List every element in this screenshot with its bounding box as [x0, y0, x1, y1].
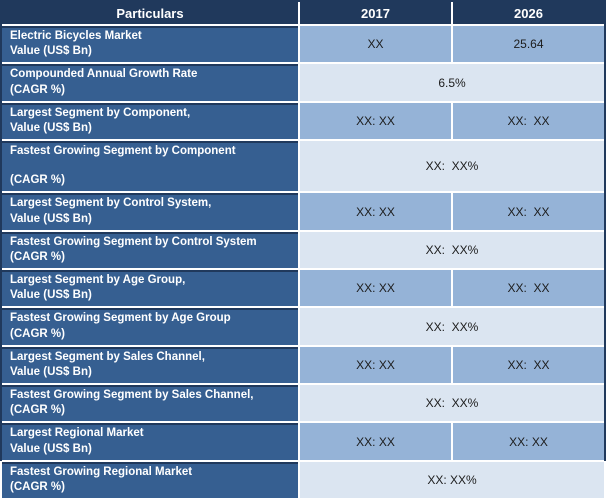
row-label-line2: (CAGR %) [10, 250, 65, 263]
value-span-cell: XX: XX% [298, 383, 604, 422]
value-2026-cell: XX: XX [451, 100, 604, 140]
row-label-cell: Electric Bicycles Market Value (US$ Bn) [2, 24, 298, 63]
row-label-line2: (CAGR %) [10, 83, 65, 96]
row-label-line1: Largest Segment by Control System, [10, 197, 212, 210]
row-label-cell: Compounded Annual Growth Rate (CAGR %) [2, 62, 298, 101]
row-label-line2: (CAGR %) [10, 174, 65, 187]
row-label-line1: Largest Segment by Age Group, [10, 274, 186, 287]
table-row-cagr: Compounded Annual Growth Rate (CAGR %) 6… [2, 62, 604, 101]
table-row-largest-age-group: Largest Segment by Age Group, Value (US$… [2, 268, 604, 307]
row-label-line2: (CAGR %) [10, 327, 65, 340]
value-span-cell: XX: XX% [298, 139, 604, 192]
value-span-cell: XX: XX% [298, 459, 604, 498]
row-label-line2: Value (US$ Bn) [10, 45, 92, 58]
value-2017-cell: XX: XX [298, 421, 451, 460]
table-row-largest-regional-market: Largest Regional Market Value (US$ Bn) X… [2, 421, 604, 460]
row-label-cell: Fastest Growing Segment by Age Group (CA… [2, 306, 298, 345]
table-row-largest-sales-channel: Largest Segment by Sales Channel, Value … [2, 344, 604, 384]
row-label-cell: Largest Regional Market Value (US$ Bn) [2, 421, 298, 460]
row-label-line1: Electric Bicycles Market [10, 30, 142, 42]
table-row-fastest-age-group: Fastest Growing Segment by Age Group (CA… [2, 306, 604, 345]
value-2017-cell: XX: XX [298, 100, 451, 140]
table-row-market-value: Electric Bicycles Market Value (US$ Bn) … [2, 24, 604, 63]
value-span-cell: XX: XX% [298, 229, 604, 269]
row-label-line1: Largest Regional Market [10, 427, 144, 440]
value-2017-cell: XX: XX [298, 191, 451, 230]
header-particulars: Particulars [2, 2, 298, 24]
row-label-line1: Fastest Growing Segment by Age Group [10, 312, 231, 325]
row-label-cell: Largest Segment by Component, Value (US$… [2, 100, 298, 140]
row-label-line1: Fastest Growing Segment by Component [10, 145, 236, 158]
table-row-largest-control-system: Largest Segment by Control System, Value… [2, 191, 604, 230]
row-label-line1: Compounded Annual Growth Rate [10, 68, 198, 81]
row-label-line1: Largest Segment by Component, [10, 106, 191, 119]
row-label-cell: Fastest Growing Regional Market (CAGR %) [2, 459, 298, 498]
row-label-line2: Value (US$ Bn) [10, 442, 92, 455]
value-span-cell: XX: XX% [298, 306, 604, 345]
table-row-largest-component: Largest Segment by Component, Value (US$… [2, 100, 604, 140]
row-label-cell: Fastest Growing Segment by Component (CA… [2, 139, 298, 192]
row-label-line1: Fastest Growing Segment by Sales Channel… [10, 389, 254, 402]
table-row-fastest-sales-channel: Fastest Growing Segment by Sales Channel… [2, 383, 604, 422]
value-2017-cell: XX: XX [298, 268, 451, 307]
row-label-line1: Fastest Growing Regional Market [10, 465, 193, 478]
row-label-line1: Fastest Growing Segment by Control Syste… [10, 235, 257, 248]
row-label-cell: Fastest Growing Segment by Control Syste… [2, 229, 298, 269]
value-2026-cell: 25.64 [451, 24, 604, 63]
value-2017-cell: XX [298, 24, 451, 63]
header-2026: 2026 [451, 2, 604, 24]
value-2026-cell: XX: XX [451, 421, 604, 460]
value-span-cell: 6.5% [298, 62, 604, 101]
table-row-fastest-regional-market: Fastest Growing Regional Market (CAGR %)… [2, 459, 604, 498]
table-row-fastest-component: Fastest Growing Segment by Component (CA… [2, 139, 604, 192]
value-2026-cell: XX: XX [451, 268, 604, 307]
value-2026-cell: XX: XX [451, 191, 604, 230]
row-label-line2: Value (US$ Bn) [10, 365, 92, 378]
row-label-cell: Largest Segment by Age Group, Value (US$… [2, 268, 298, 307]
row-label-cell: Fastest Growing Segment by Sales Channel… [2, 383, 298, 422]
row-label-line1: Largest Segment by Sales Channel, [10, 350, 205, 363]
value-2026-cell: XX: XX [451, 344, 604, 384]
row-label-line2: (CAGR %) [10, 480, 65, 493]
value-2017-cell: XX: XX [298, 344, 451, 384]
header-2017: 2017 [298, 2, 451, 24]
row-label-cell: Largest Segment by Control System, Value… [2, 191, 298, 230]
table-row-fastest-control-system: Fastest Growing Segment by Control Syste… [2, 229, 604, 269]
row-label-line2: Value (US$ Bn) [10, 121, 92, 134]
row-label-cell: Largest Segment by Sales Channel, Value … [2, 344, 298, 384]
header-row: Particulars 2017 2026 [2, 2, 604, 24]
row-label-line2: (CAGR %) [10, 404, 65, 417]
row-label-line2: Value (US$ Bn) [10, 289, 92, 302]
row-label-line2: Value (US$ Bn) [10, 212, 92, 225]
